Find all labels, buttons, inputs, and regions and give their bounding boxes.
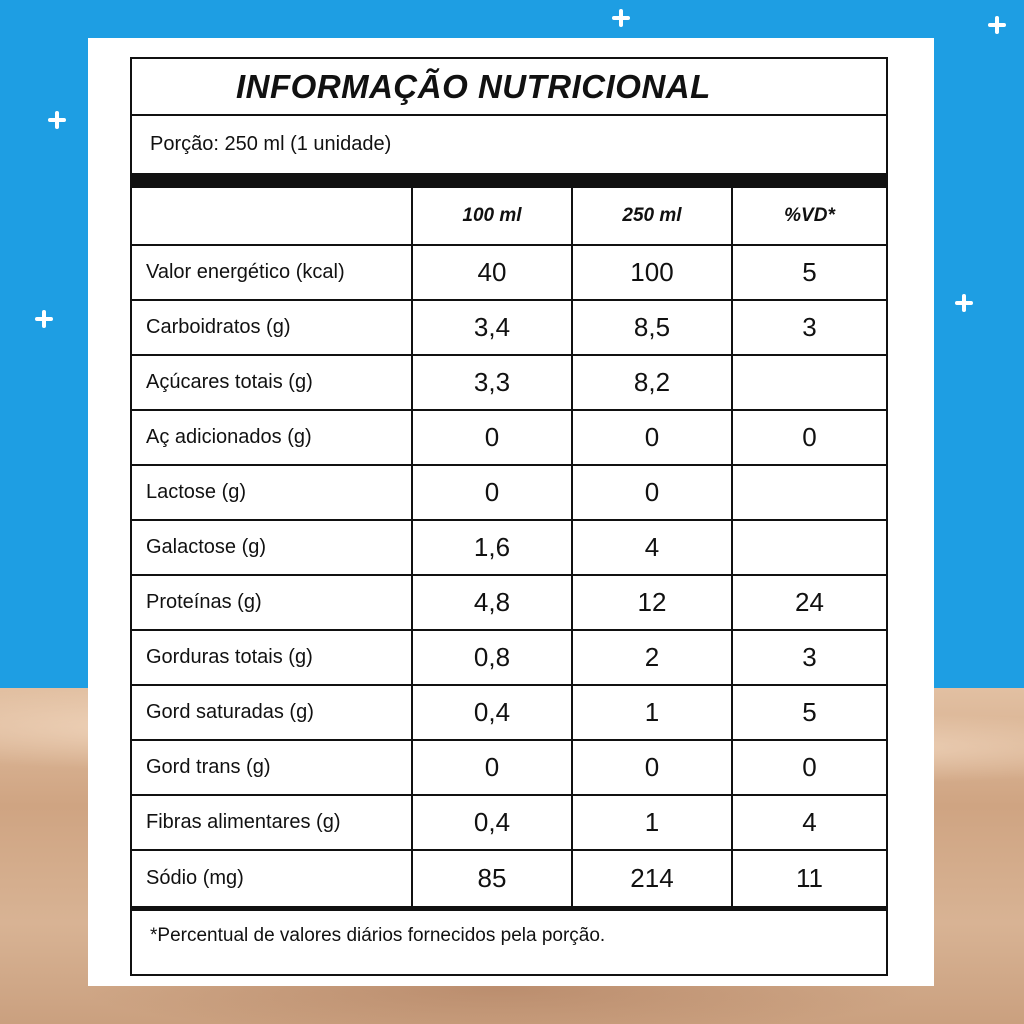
nutrition-table: 100 ml 250 ml %VD* Valor energético (kca… — [132, 188, 886, 911]
header-cell-250ml: 250 ml — [572, 188, 733, 246]
value-100ml: 0 — [412, 465, 573, 521]
header-row: 100 ml 250 ml %VD* — [132, 188, 886, 246]
divider-bar — [132, 173, 886, 188]
table-row: Gord trans (g) 0 0 0 — [132, 740, 886, 796]
nutrient-name: Gorduras totais (g) — [132, 630, 413, 686]
nutrient-name: Proteínas (g) — [132, 575, 413, 631]
portion-text: Porção: 250 ml (1 unidade) — [150, 133, 392, 155]
value-vd: 24 — [732, 575, 886, 631]
value-vd — [732, 355, 886, 411]
value-vd: 0 — [732, 410, 886, 466]
footnote: *Percentual de valores diários fornecido… — [150, 924, 606, 946]
nutrition-label: INFORMAÇÃO NUTRICIONAL Porção: 250 ml (1… — [130, 57, 888, 976]
table-row: Carboidratos (g) 3,4 8,5 3 — [132, 300, 886, 356]
sparkle-icon — [35, 310, 53, 328]
title-row: INFORMAÇÃO NUTRICIONAL — [132, 59, 886, 116]
nutrient-name: Sódio (mg) — [132, 850, 413, 911]
nutrient-name: Carboidratos (g) — [132, 300, 413, 356]
value-vd: 11 — [732, 850, 886, 911]
sparkle-icon — [955, 294, 973, 312]
value-250ml: 1 — [572, 795, 733, 851]
value-250ml: 4 — [572, 520, 733, 576]
value-250ml: 8,2 — [572, 355, 733, 411]
value-100ml: 0,8 — [412, 630, 573, 686]
footnote-row: *Percentual de valores diários fornecido… — [132, 911, 886, 961]
nutrient-name: Gord saturadas (g) — [132, 685, 413, 741]
value-vd: 0 — [732, 740, 886, 796]
value-vd: 3 — [732, 630, 886, 686]
table-row: Fibras alimentares (g) 0,4 1 4 — [132, 795, 886, 851]
table-row: Valor energético (kcal) 40 100 5 — [132, 245, 886, 301]
nutrient-name: Lactose (g) — [132, 465, 413, 521]
table-row: Sódio (mg) 85 214 11 — [132, 850, 886, 911]
value-250ml: 0 — [572, 465, 733, 521]
value-100ml: 4,8 — [412, 575, 573, 631]
label-title: INFORMAÇÃO NUTRICIONAL — [236, 67, 711, 105]
value-100ml: 40 — [412, 245, 573, 301]
table-row: Lactose (g) 0 0 — [132, 465, 886, 521]
value-250ml: 214 — [572, 850, 733, 911]
value-100ml: 1,6 — [412, 520, 573, 576]
table-row: Gord saturadas (g) 0,4 1 5 — [132, 685, 886, 741]
value-vd — [732, 520, 886, 576]
value-100ml: 0 — [412, 740, 573, 796]
value-250ml: 8,5 — [572, 300, 733, 356]
nutrient-name: Valor energético (kcal) — [132, 245, 413, 301]
value-250ml: 0 — [572, 740, 733, 796]
value-250ml: 12 — [572, 575, 733, 631]
nutrient-name: Aç adicionados (g) — [132, 410, 413, 466]
portion-row: Porção: 250 ml (1 unidade) — [132, 116, 886, 173]
value-100ml: 0,4 — [412, 685, 573, 741]
table-row: Açúcares totais (g) 3,3 8,2 — [132, 355, 886, 411]
value-vd: 3 — [732, 300, 886, 356]
table-row: Aç adicionados (g) 0 0 0 — [132, 410, 886, 466]
table-row: Proteínas (g) 4,8 12 24 — [132, 575, 886, 631]
value-250ml: 1 — [572, 685, 733, 741]
value-100ml: 0 — [412, 410, 573, 466]
nutrient-name: Gord trans (g) — [132, 740, 413, 796]
table-row: Gorduras totais (g) 0,8 2 3 — [132, 630, 886, 686]
value-250ml: 0 — [572, 410, 733, 466]
value-vd — [732, 465, 886, 521]
sparkle-icon — [48, 111, 66, 129]
nutrient-name: Fibras alimentares (g) — [132, 795, 413, 851]
header-cell-100ml: 100 ml — [412, 188, 573, 246]
value-250ml: 2 — [572, 630, 733, 686]
value-100ml: 85 — [412, 850, 573, 911]
nutrient-name: Galactose (g) — [132, 520, 413, 576]
value-vd: 5 — [732, 685, 886, 741]
sparkle-icon — [988, 16, 1006, 34]
value-vd: 5 — [732, 245, 886, 301]
nutrient-name: Açúcares totais (g) — [132, 355, 413, 411]
header-cell-empty — [132, 188, 413, 246]
table-row: Galactose (g) 1,6 4 — [132, 520, 886, 576]
sparkle-icon — [612, 9, 630, 27]
value-100ml: 3,4 — [412, 300, 573, 356]
header-cell-vd: %VD* — [732, 188, 886, 246]
value-100ml: 3,3 — [412, 355, 573, 411]
value-100ml: 0,4 — [412, 795, 573, 851]
value-250ml: 100 — [572, 245, 733, 301]
value-vd: 4 — [732, 795, 886, 851]
